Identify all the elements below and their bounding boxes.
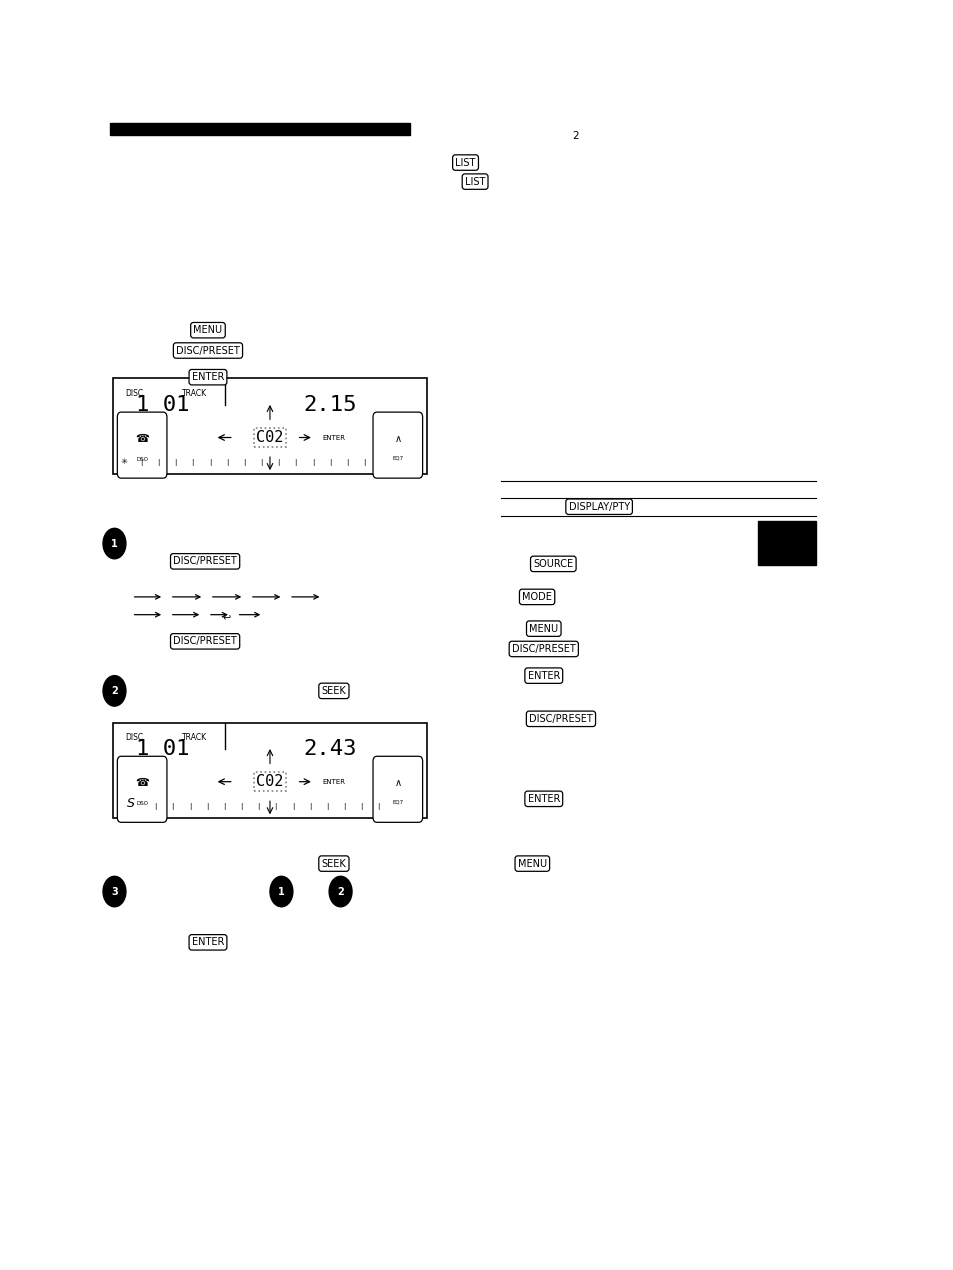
- Circle shape: [103, 676, 126, 706]
- Text: 2.43: 2.43: [303, 739, 356, 759]
- Text: |: |: [140, 458, 142, 466]
- Text: 1 01: 1 01: [136, 739, 190, 759]
- Text: |: |: [309, 803, 311, 810]
- Text: ENTER: ENTER: [192, 372, 224, 382]
- Text: EQ7: EQ7: [392, 456, 403, 460]
- Text: SEEK: SEEK: [321, 686, 346, 696]
- Text: |: |: [343, 803, 345, 810]
- Bar: [110, 123, 410, 135]
- Text: |: |: [154, 803, 156, 810]
- Bar: [112, 378, 427, 474]
- Text: |: |: [292, 803, 294, 810]
- Text: |: |: [346, 458, 348, 466]
- Text: MENU: MENU: [193, 325, 222, 335]
- Text: MODE: MODE: [521, 592, 552, 602]
- Text: DSO: DSO: [136, 457, 148, 461]
- Text: LIST: LIST: [455, 157, 476, 168]
- Text: |: |: [189, 803, 191, 810]
- Circle shape: [329, 876, 352, 907]
- Text: |: |: [206, 803, 208, 810]
- Text: ENTER: ENTER: [192, 937, 224, 947]
- Text: |: |: [326, 803, 328, 810]
- Text: |: |: [360, 803, 362, 810]
- Text: |: |: [377, 803, 379, 810]
- Text: 2: 2: [336, 886, 344, 897]
- Text: ENTER: ENTER: [527, 671, 559, 681]
- Circle shape: [103, 876, 126, 907]
- Text: ☎: ☎: [135, 434, 149, 443]
- Text: DISC/PRESET: DISC/PRESET: [512, 644, 575, 654]
- Text: ✳: ✳: [120, 457, 127, 466]
- Text: 1: 1: [111, 538, 118, 549]
- FancyBboxPatch shape: [373, 757, 422, 823]
- Text: MENU: MENU: [529, 624, 558, 634]
- Bar: [758, 521, 815, 565]
- Text: TRACK: TRACK: [182, 733, 207, 742]
- Text: C02: C02: [256, 431, 283, 444]
- Text: |: |: [240, 803, 242, 810]
- Text: |: |: [243, 458, 245, 466]
- Text: |: |: [277, 458, 279, 466]
- Text: DSO: DSO: [136, 801, 148, 805]
- Text: ENTER: ENTER: [527, 794, 559, 804]
- Text: ENTER: ENTER: [322, 434, 345, 441]
- Text: EQ7: EQ7: [392, 800, 403, 804]
- Text: SOURCE: SOURCE: [533, 559, 573, 569]
- Text: |: |: [294, 458, 296, 466]
- Text: ∧: ∧: [394, 434, 401, 443]
- Text: 2.15: 2.15: [303, 395, 356, 415]
- Text: LIST: LIST: [464, 177, 485, 187]
- Text: |: |: [157, 458, 159, 466]
- Text: SEEK: SEEK: [321, 859, 346, 869]
- Text: |: |: [257, 803, 259, 810]
- Text: DISPLAY/PTY: DISPLAY/PTY: [568, 502, 629, 512]
- Text: DISC/PRESET: DISC/PRESET: [173, 636, 236, 646]
- Text: 1 01: 1 01: [136, 395, 190, 415]
- Text: TRACK: TRACK: [182, 389, 207, 398]
- Text: ☎: ☎: [135, 779, 149, 787]
- Circle shape: [270, 876, 293, 907]
- FancyBboxPatch shape: [373, 411, 422, 479]
- Text: 3: 3: [111, 886, 118, 897]
- Text: |: |: [363, 458, 365, 466]
- Text: |: |: [223, 803, 225, 810]
- Text: |: |: [312, 458, 314, 466]
- Text: |: |: [209, 458, 211, 466]
- Text: |: |: [274, 803, 276, 810]
- Text: |: |: [192, 458, 193, 466]
- Text: DISC/PRESET: DISC/PRESET: [176, 345, 239, 356]
- Text: C02: C02: [256, 775, 283, 789]
- Text: |: |: [226, 458, 228, 466]
- Text: ↩: ↩: [223, 613, 231, 624]
- Text: MENU: MENU: [517, 859, 546, 869]
- Text: 1: 1: [277, 886, 285, 897]
- Text: ∧: ∧: [394, 779, 401, 787]
- Circle shape: [103, 528, 126, 559]
- Text: |: |: [174, 458, 176, 466]
- Text: ENTER: ENTER: [322, 779, 345, 785]
- Text: DISC/PRESET: DISC/PRESET: [173, 556, 236, 566]
- Text: DISC: DISC: [125, 389, 143, 398]
- Text: S: S: [127, 798, 134, 810]
- Text: |: |: [260, 458, 262, 466]
- Text: DISC/PRESET: DISC/PRESET: [529, 714, 592, 724]
- Text: 2: 2: [572, 131, 578, 141]
- Text: |: |: [172, 803, 173, 810]
- FancyBboxPatch shape: [117, 411, 167, 479]
- Text: DISC: DISC: [125, 733, 143, 742]
- Text: |: |: [329, 458, 331, 466]
- FancyBboxPatch shape: [117, 757, 167, 823]
- Bar: [112, 723, 427, 818]
- Text: 2: 2: [111, 686, 118, 696]
